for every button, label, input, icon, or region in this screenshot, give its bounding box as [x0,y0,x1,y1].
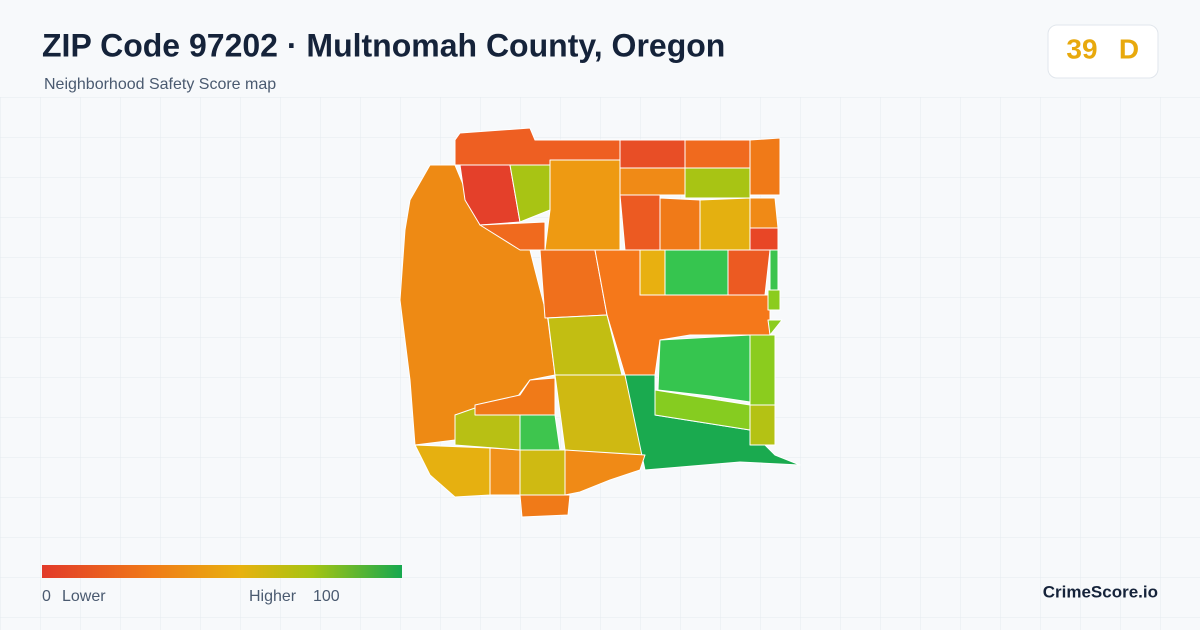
region [619,194,661,251]
legend-max: 100 [313,588,340,605]
region [639,249,666,296]
region [749,334,776,406]
map [399,127,801,518]
region [749,404,776,446]
legend-min-label: Lower [62,588,106,605]
region [519,449,566,496]
region [727,249,771,296]
region [624,374,801,471]
region [749,137,781,196]
region [684,139,751,169]
region [659,197,701,251]
region [414,444,491,498]
region [769,249,779,291]
region [489,447,521,496]
title: ZIP Code 97202 · Multnomah County, Orego… [42,27,725,63]
legend-scale [42,565,402,578]
region [519,414,561,451]
region [619,139,686,169]
score-value: 39 [1066,33,1097,64]
legend-max-label: Higher [249,588,297,605]
score-card [1047,24,1159,79]
region [544,159,621,251]
region [619,167,686,196]
region [459,164,521,226]
score-grade: D [1119,33,1139,64]
region [664,249,729,296]
region [749,197,779,229]
legend-min: 0 [42,588,51,605]
subtitle: Neighborhood Safety Score map [44,76,276,93]
region [767,289,781,311]
region [474,377,556,416]
region [699,197,751,251]
region [519,494,571,518]
region [684,167,751,199]
brand: CrimeScore.io [1043,582,1158,601]
region [657,334,751,403]
region [749,227,779,251]
region [767,319,783,336]
